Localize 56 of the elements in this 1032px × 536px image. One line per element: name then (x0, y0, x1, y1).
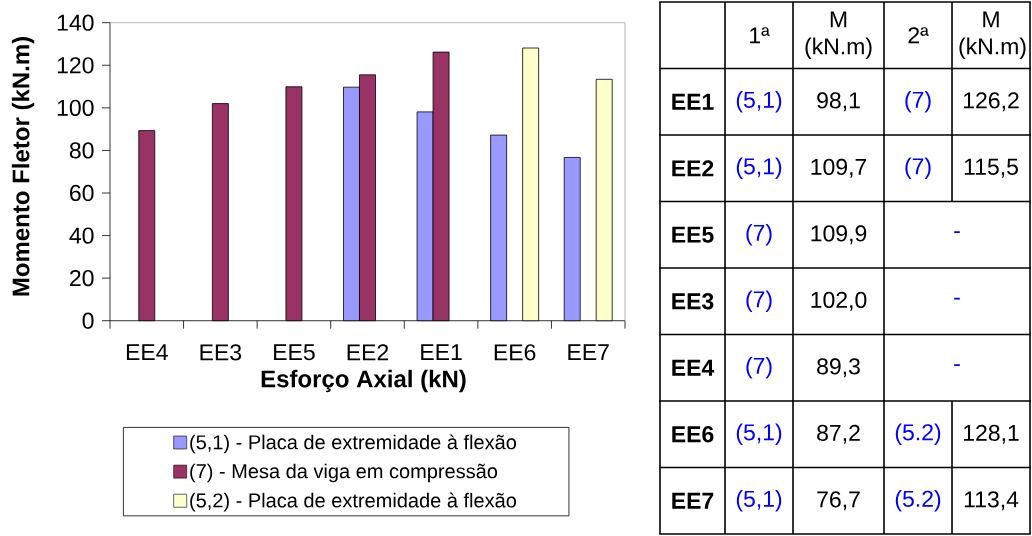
x-axis-title: Esforço Axial (kN) (261, 369, 466, 393)
y-tick-label: 80 (69, 142, 94, 159)
y-tick-label: 40 (69, 227, 94, 244)
category-label: M (kN.m) (805, 11, 872, 60)
text: (5,1) (736, 91, 782, 113)
text: (7) (746, 224, 772, 246)
x-tick-label: EE3 (200, 344, 242, 361)
text: (7) (746, 357, 772, 379)
y-tick-label: 0 (82, 312, 94, 329)
x-tick-label: EE6 (494, 344, 536, 361)
category-label: EE6 (672, 426, 714, 443)
text: 109,7 (811, 158, 867, 178)
category-label: 1ª (750, 27, 770, 44)
text: 89,3 (817, 358, 860, 378)
x-tick-label: EE5 (274, 344, 315, 361)
y-tick-label: 140 (57, 14, 94, 31)
text: 76,7 (817, 491, 860, 511)
text: - (954, 231, 960, 234)
text: (7) (746, 290, 772, 312)
x-tick-label: EE2 (347, 344, 389, 361)
text: (5,1) (736, 490, 782, 512)
text: (5.2) (895, 423, 941, 445)
y-tick-label: 20 (70, 269, 94, 287)
y-axis-title: Momento Fletor (kN.m) (11, 37, 35, 296)
x-tick-label: EE1 (421, 344, 462, 361)
y-tick-label: 100 (57, 99, 94, 116)
text: (5.2) (895, 490, 941, 512)
category-label: 2ª (908, 27, 929, 44)
text: 113,4 (964, 491, 1019, 511)
text: (7) (905, 91, 931, 113)
text: (5,1) (736, 423, 782, 445)
category-label: EE3 (672, 293, 714, 310)
category-label: EE2 (672, 160, 714, 177)
y-tick-label: 120 (57, 57, 94, 74)
text: 115,5 (964, 158, 1018, 178)
text: - (954, 297, 960, 300)
legend-label: (5,2) - Placa de extremidade à flexão (190, 492, 517, 512)
text: 128,1 (963, 424, 1019, 444)
y-tick-label: 60 (70, 184, 94, 202)
legend-label: (5,1) - Placa de extremidade à flexão (190, 434, 517, 454)
category-label: EE5 (672, 226, 714, 243)
category-label: M (kN.m) (959, 11, 1026, 60)
x-tick-label: EE4 (126, 344, 168, 361)
text: (7) (905, 157, 931, 179)
text: 98,1 (817, 92, 860, 112)
legend-label: (7) - Mesa da viga em compressão (190, 463, 498, 483)
x-tick-label: EE7 (568, 344, 609, 361)
text: 126,2 (963, 92, 1019, 112)
category-label: EE1 (672, 93, 714, 110)
text: 102,0 (811, 291, 867, 311)
text: - (954, 364, 960, 367)
text: 109,9 (811, 225, 867, 245)
text: (5,1) (736, 157, 782, 179)
category-label: EE7 (672, 492, 714, 509)
text: 87,2 (817, 424, 860, 444)
category-label: EE4 (672, 359, 715, 376)
